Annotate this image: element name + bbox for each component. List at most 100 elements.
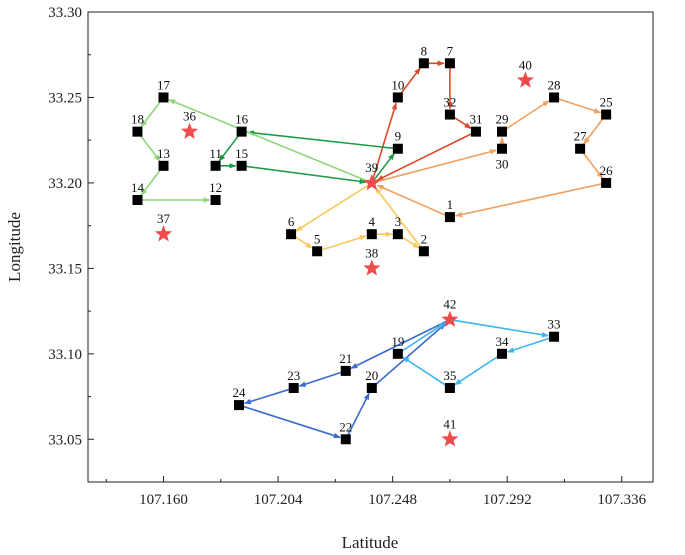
route-segment	[400, 235, 420, 249]
route-segment	[375, 149, 497, 183]
node-label: 34	[495, 334, 509, 349]
node-label: 4	[369, 214, 376, 229]
depot-label: 37	[157, 211, 171, 226]
customer-node	[496, 143, 507, 154]
route-segment	[242, 405, 341, 439]
route-dark-blue	[242, 320, 447, 439]
depot-star	[516, 71, 534, 88]
node-label: 27	[574, 129, 588, 144]
depot-label: 40	[519, 57, 532, 72]
y-tick-label: 33.15	[48, 261, 82, 277]
depot-label: 42	[443, 297, 456, 312]
node-label: 20	[365, 368, 378, 383]
node-label: 15	[235, 146, 248, 161]
route-segment	[373, 152, 395, 181]
node-label: 3	[395, 214, 402, 229]
customer-node	[158, 160, 169, 171]
route-segment	[376, 184, 447, 217]
customer-node	[444, 212, 455, 223]
node-label: 9	[395, 129, 402, 144]
depot-star	[363, 259, 381, 276]
customer-node	[158, 92, 169, 103]
route-dark-green	[218, 130, 395, 185]
route-segment	[507, 337, 551, 353]
node-label: 25	[600, 95, 613, 110]
depot-label: 41	[443, 416, 456, 431]
route-red	[372, 60, 473, 181]
node-label: 17	[157, 77, 171, 92]
node-label: 22	[339, 419, 352, 434]
route-segment	[140, 100, 162, 128]
depot-star	[441, 430, 459, 447]
nodes-layer	[132, 58, 612, 447]
y-axis-title: Longitude	[5, 212, 24, 282]
customer-node	[444, 383, 455, 393]
node-label: 32	[443, 95, 456, 110]
y-tick-label: 33.30	[48, 5, 82, 21]
node-label: 2	[421, 231, 428, 246]
customer-node	[312, 246, 323, 257]
route-orange	[375, 97, 605, 218]
route-light-green	[139, 98, 369, 203]
node-label: 11	[209, 146, 222, 161]
node-label: 19	[391, 334, 404, 349]
route-segment	[452, 116, 472, 130]
plot-frame	[87, 11, 654, 483]
depot-label: 36	[183, 109, 197, 124]
customer-node	[575, 143, 586, 154]
x-axis-title: Latitude	[342, 533, 399, 552]
route-segment	[350, 320, 447, 369]
route-segment	[298, 371, 343, 387]
node-label: 6	[288, 214, 295, 229]
labels-layer: 1234567891011121314151617181920212223242…	[131, 43, 613, 434]
route-yellow	[293, 184, 423, 251]
x-tick-label: 107.204	[254, 492, 303, 508]
y-axis: 33.05 33.10 33.15 33.20 33.25 33.30	[48, 5, 94, 483]
route-segment	[399, 67, 421, 95]
customer-node	[601, 109, 612, 120]
node-label: 28	[548, 77, 561, 92]
customer-node	[392, 143, 403, 154]
node-label: 35	[443, 368, 456, 383]
route-segment	[453, 319, 549, 338]
route-segment	[454, 355, 500, 386]
route-segment	[218, 134, 240, 162]
node-label: 29	[495, 112, 508, 127]
node-label: 16	[235, 112, 249, 127]
x-tick-label: 107.248	[368, 492, 417, 508]
customer-node	[234, 400, 245, 411]
route-segment	[372, 102, 397, 180]
y-tick-label: 33.20	[48, 176, 82, 192]
node-label: 26	[600, 163, 614, 178]
depot-label: 39	[365, 160, 378, 175]
y-tick-label: 33.10	[48, 347, 82, 363]
route-segment	[295, 184, 369, 232]
x-axis: 107.160 107.204 107.248 107.292 107.336	[105, 476, 647, 508]
node-label: 13	[157, 146, 170, 161]
x-tick-label: 107.336	[597, 492, 646, 508]
route-segment	[244, 388, 291, 405]
customer-node	[288, 383, 299, 393]
node-label: 1	[447, 197, 454, 212]
route-segment	[245, 165, 367, 185]
route-segment	[583, 117, 605, 145]
customer-node	[210, 195, 221, 205]
customer-node	[418, 246, 429, 257]
node-label: 10	[391, 77, 404, 92]
route-segment	[504, 100, 550, 131]
route-segment	[557, 97, 602, 114]
y-tick-label: 33.25	[48, 90, 82, 106]
node-label: 21	[339, 351, 352, 366]
depot-star	[363, 173, 381, 191]
customer-node	[236, 126, 247, 137]
route-segment	[400, 322, 446, 353]
node-label: 5	[314, 231, 321, 246]
node-label: 18	[131, 112, 144, 127]
node-label: 23	[287, 368, 300, 383]
customer-node	[366, 383, 377, 393]
node-label: 30	[495, 157, 508, 172]
customer-node	[132, 195, 143, 205]
route-segment	[168, 98, 369, 183]
node-label: 24	[233, 385, 247, 400]
